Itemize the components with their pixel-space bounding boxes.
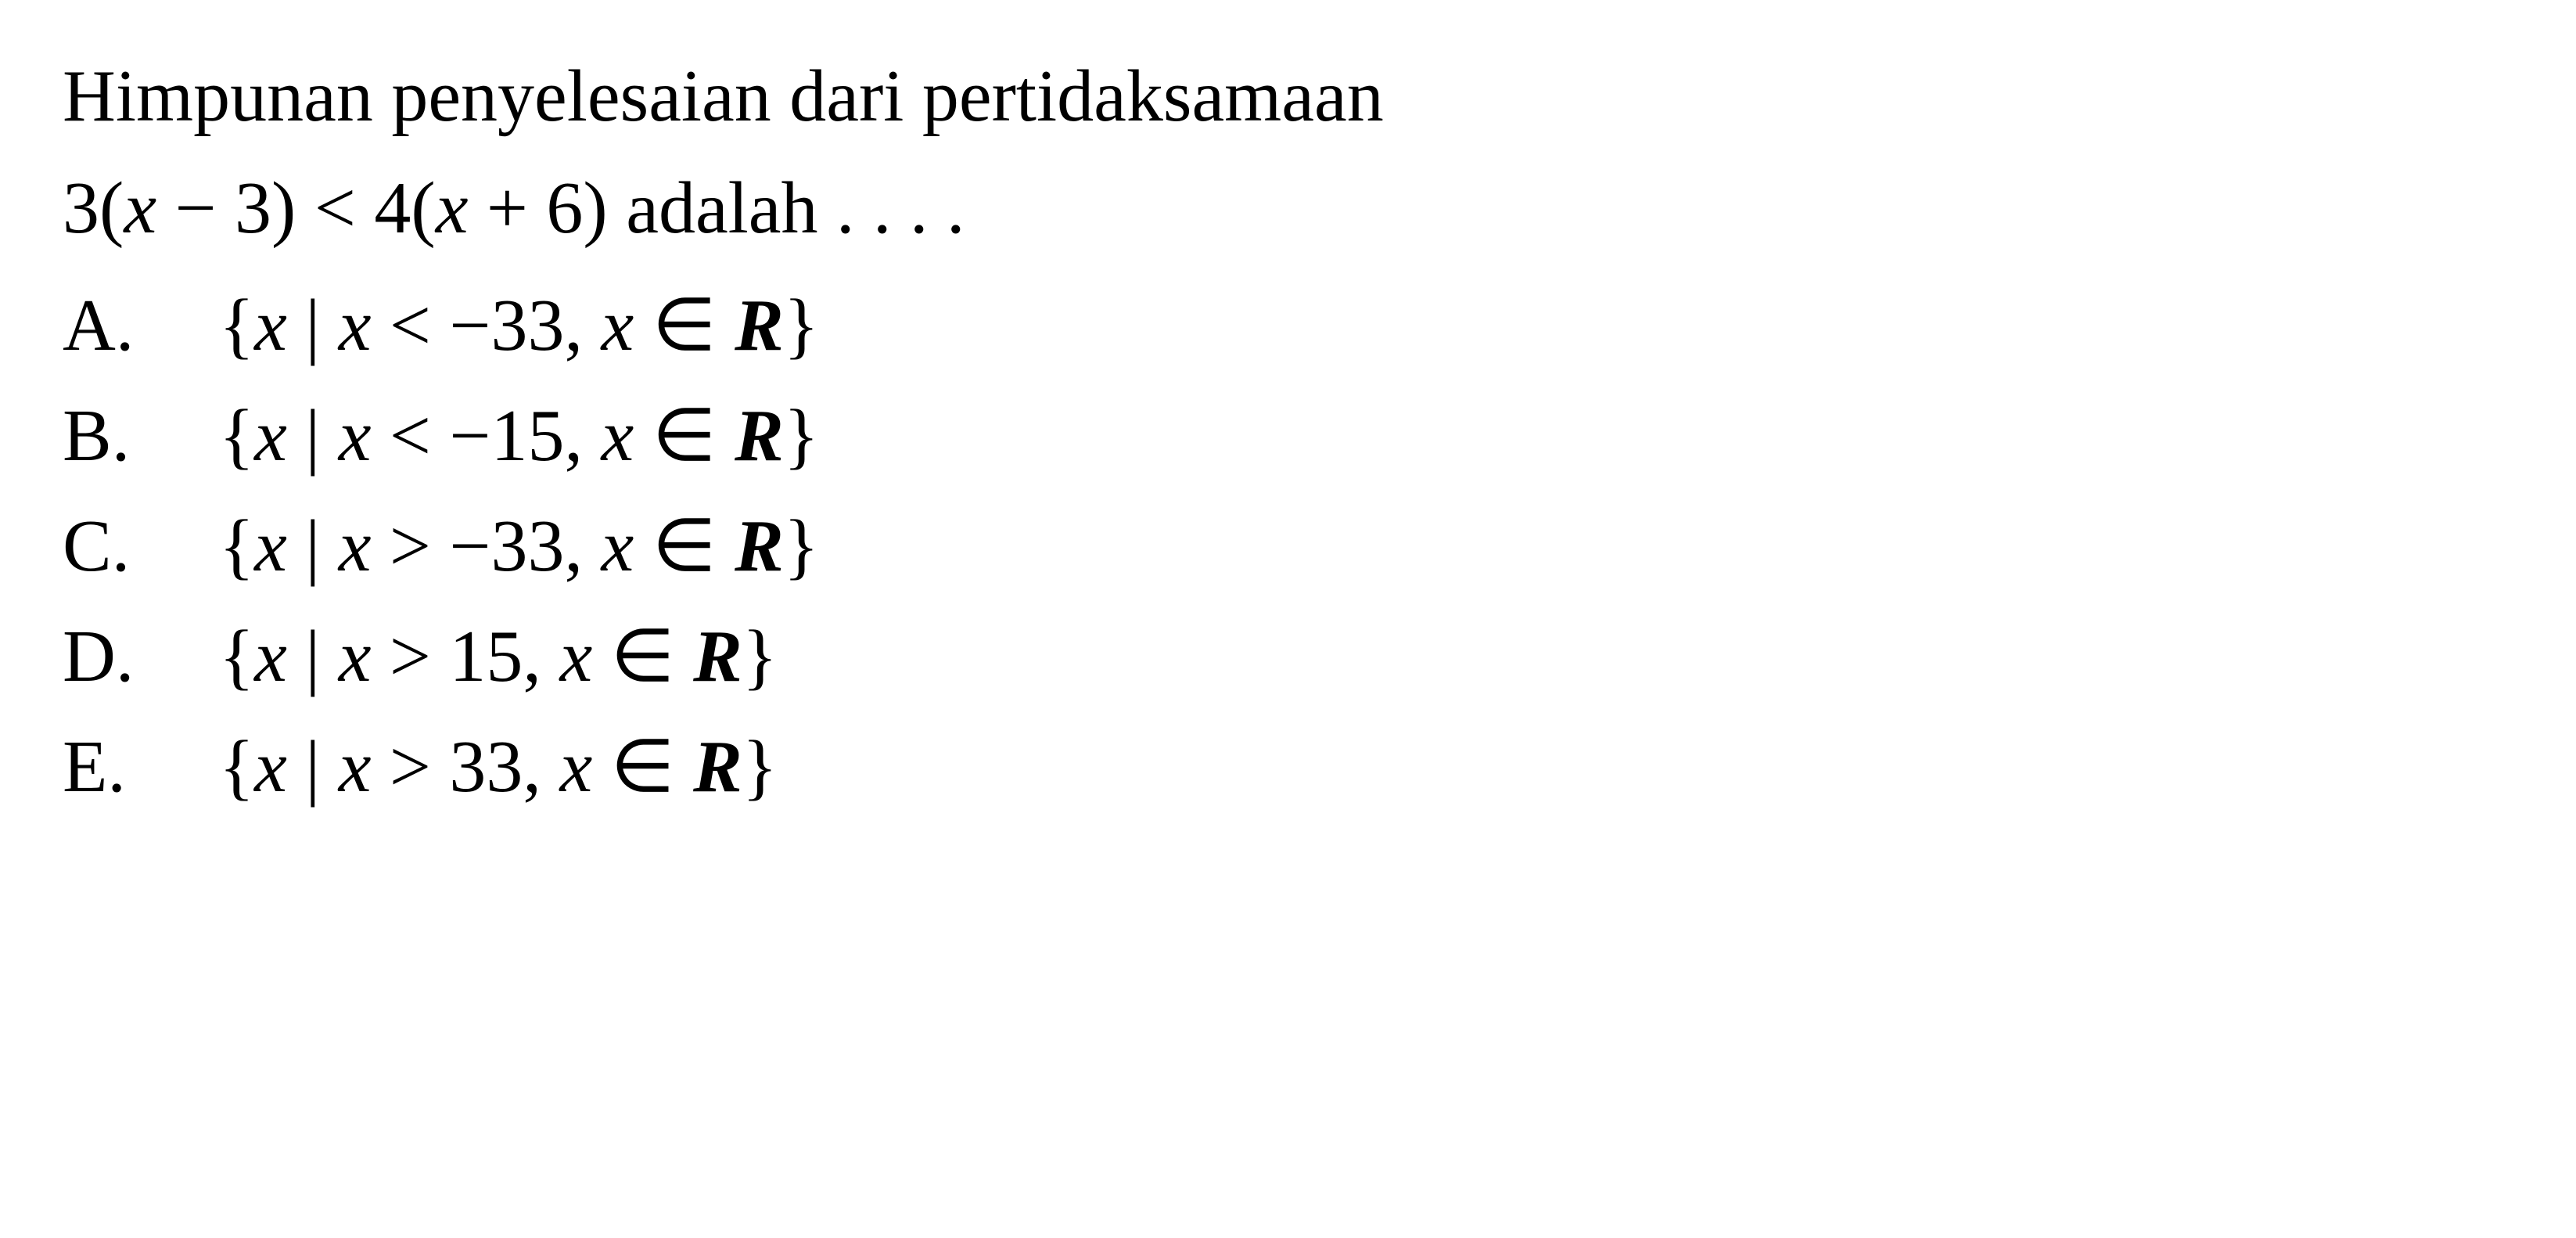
opt-rel: < −33, [371, 285, 601, 366]
opt-set: R [735, 506, 784, 587]
opt-var: x [339, 395, 372, 477]
opt-rel: > 15, [371, 616, 559, 697]
opt-sep: | [287, 506, 339, 587]
brace-open: { [219, 726, 254, 808]
opt-elem: ∈ [592, 726, 693, 808]
brace-open: { [219, 616, 254, 697]
option-content: {x | x > −33, x ∈ R} [219, 491, 2513, 602]
opt-set: R [735, 395, 784, 477]
question-line-2: 3(x − 3) < 4(x + 6) adalah . . . . [63, 159, 2513, 258]
opt-sep: | [287, 616, 339, 697]
opt-sep: | [287, 726, 339, 808]
brace-open: { [219, 395, 254, 477]
opt-sep: | [287, 395, 339, 477]
opt-var: x [601, 395, 634, 477]
opt-var: x [254, 506, 287, 587]
opt-var: x [339, 726, 372, 808]
opt-var: x [254, 395, 287, 477]
option-content: {x | x > 15, x ∈ R} [219, 602, 2513, 712]
brace-close: } [784, 395, 819, 477]
eq-mid1: − 3) < 4( [156, 167, 436, 249]
option-row: D. {x | x > 15, x ∈ R} [63, 602, 2513, 712]
opt-var: x [601, 506, 634, 587]
opt-rel: > 33, [371, 726, 559, 808]
opt-var: x [601, 285, 634, 366]
option-row: B. {x | x < −15, x ∈ R} [63, 381, 2513, 491]
opt-var: x [254, 285, 287, 366]
eq-var2: x [436, 167, 469, 249]
brace-open: { [219, 285, 254, 366]
option-letter: A. [63, 271, 219, 381]
opt-var: x [254, 616, 287, 697]
brace-open: { [219, 506, 254, 587]
opt-elem: ∈ [634, 506, 735, 587]
option-content: {x | x > 33, x ∈ R} [219, 712, 2513, 822]
opt-set: R [735, 285, 784, 366]
option-letter: E. [63, 712, 219, 822]
opt-var: x [339, 506, 372, 587]
opt-set: R [693, 616, 742, 697]
opt-elem: ∈ [592, 616, 693, 697]
opt-rel: > −33, [371, 506, 601, 587]
opt-elem: ∈ [634, 395, 735, 477]
option-content: {x | x < −15, x ∈ R} [219, 381, 2513, 491]
brace-close: } [784, 506, 819, 587]
opt-var: x [559, 726, 592, 808]
opt-var: x [339, 616, 372, 697]
options-list: A. {x | x < −33, x ∈ R} B. {x | x < −15,… [63, 271, 2513, 822]
opt-var: x [339, 285, 372, 366]
option-letter: D. [63, 602, 219, 712]
option-row: C. {x | x > −33, x ∈ R} [63, 491, 2513, 602]
brace-close: } [784, 285, 819, 366]
eq-mid2: + 6) adalah . . . . [468, 167, 965, 249]
opt-rel: < −15, [371, 395, 601, 477]
question-text-1: Himpunan penyelesaian dari pertidaksamaa… [63, 56, 1384, 137]
opt-set: R [693, 726, 742, 808]
brace-close: } [742, 616, 778, 697]
option-letter: B. [63, 381, 219, 491]
eq-pre: 3( [63, 167, 124, 249]
opt-elem: ∈ [634, 285, 735, 366]
eq-var1: x [124, 167, 156, 249]
option-row: E. {x | x > 33, x ∈ R} [63, 712, 2513, 822]
option-row: A. {x | x < −33, x ∈ R} [63, 271, 2513, 381]
opt-var: x [254, 726, 287, 808]
opt-sep: | [287, 285, 339, 366]
option-content: {x | x < −33, x ∈ R} [219, 271, 2513, 381]
question-line-1: Himpunan penyelesaian dari pertidaksamaa… [63, 47, 2513, 146]
option-letter: C. [63, 491, 219, 602]
opt-var: x [559, 616, 592, 697]
brace-close: } [742, 726, 778, 808]
